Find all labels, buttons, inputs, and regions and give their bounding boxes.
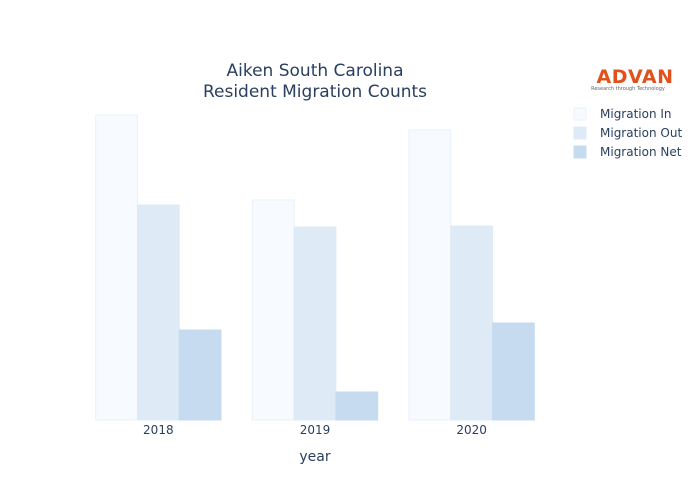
bar-migration-net-2020[interactable] bbox=[492, 322, 535, 421]
bar-migration-in-2019[interactable] bbox=[251, 199, 295, 421]
logo-tagline: Research through Technology bbox=[591, 86, 665, 92]
legend-item-migration-out[interactable]: Migration Out bbox=[573, 126, 682, 140]
x-axis-title: year bbox=[299, 449, 330, 465]
bar-migration-out-2019[interactable] bbox=[293, 226, 337, 421]
advan-logo: ADVAN Research through Technology bbox=[591, 66, 673, 92]
chart-title-line-1: Aiken South Carolina bbox=[227, 61, 404, 81]
bar-migration-in-2020[interactable] bbox=[408, 129, 452, 421]
legend[interactable]: Migration In Migration Out Migration Net bbox=[573, 107, 682, 159]
chart-title: Aiken South Carolina Resident Migration … bbox=[203, 61, 427, 102]
logo-wordmark: ADVAN bbox=[597, 66, 674, 88]
bar-migration-out-2018[interactable] bbox=[136, 204, 180, 421]
legend-swatch-migration-net bbox=[573, 145, 587, 159]
legend-swatch-migration-in bbox=[573, 107, 587, 121]
chart-title-line-2: Resident Migration Counts bbox=[203, 82, 427, 102]
legend-label-migration-in: Migration In bbox=[600, 107, 672, 121]
legend-item-migration-net[interactable]: Migration Net bbox=[573, 145, 682, 159]
bars-layer bbox=[95, 114, 535, 421]
legend-label-migration-out: Migration Out bbox=[600, 126, 682, 140]
bar-migration-net-2018[interactable] bbox=[178, 329, 222, 421]
bar-migration-net-2019[interactable] bbox=[335, 391, 379, 421]
x-tick-label-2020: 2020 bbox=[456, 423, 487, 437]
legend-item-migration-in[interactable]: Migration In bbox=[573, 107, 672, 121]
x-tick-label-2018: 2018 bbox=[143, 423, 174, 437]
bar-migration-in-2018[interactable] bbox=[95, 114, 138, 421]
x-tick-label-2019: 2019 bbox=[300, 423, 331, 437]
x-tick-labels: 2018 2019 2020 bbox=[143, 423, 487, 437]
bar-migration-out-2020[interactable] bbox=[450, 225, 494, 421]
legend-label-migration-net: Migration Net bbox=[600, 145, 682, 159]
legend-swatch-migration-out bbox=[573, 126, 587, 140]
